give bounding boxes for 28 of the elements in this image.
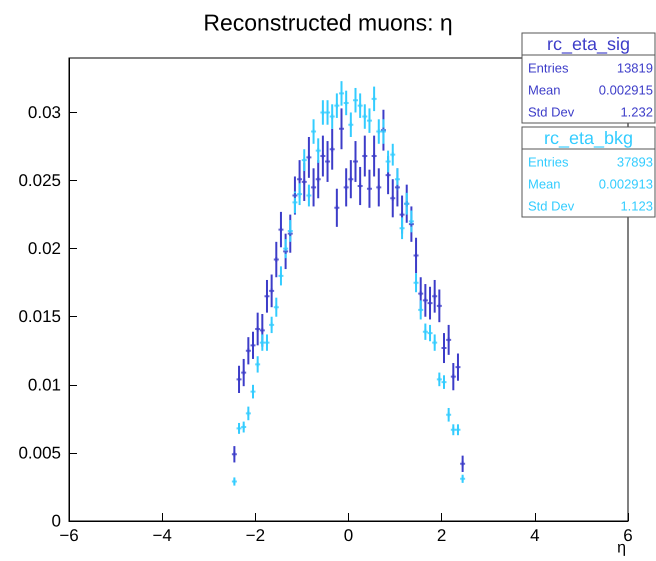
annotation: Mean: [528, 82, 561, 98]
annotation: 0.002915: [598, 82, 653, 98]
annotation: 13819: [616, 60, 653, 76]
annotation: 37893: [616, 154, 653, 170]
x-tick-label: 4: [530, 526, 540, 545]
y-tick-label: 0.005: [18, 443, 61, 462]
annotation: Entries: [528, 154, 569, 170]
annotation: 1.232: [620, 104, 653, 120]
x-tick-label: −2: [246, 526, 266, 545]
annotation: 1.123: [620, 198, 653, 214]
chart-title: Reconstructed muons: η: [203, 10, 453, 36]
y-tick-label: 0.03: [28, 102, 61, 122]
x-tick-label: −6: [59, 526, 79, 545]
annotation: 0.002913: [598, 176, 653, 192]
annotation: Entries: [528, 60, 569, 76]
y-tick-label: 0.025: [18, 171, 61, 190]
x-tick-label: 2: [436, 526, 446, 545]
annotation: Std Dev: [528, 104, 575, 120]
text: rc_eta_bkg: [544, 128, 634, 148]
text: rc_eta_sig: [546, 34, 630, 54]
x-tick-label: −4: [152, 526, 172, 545]
y-tick-label: 0.01: [28, 375, 61, 394]
y-tick-label: 0: [52, 512, 61, 530]
annotation: Mean: [528, 176, 561, 192]
y-tick-label: 0.02: [28, 239, 61, 258]
y-tick-label: 0.015: [18, 307, 61, 326]
x-tick-label: 0: [344, 526, 354, 545]
annotation: Std Dev: [528, 198, 575, 214]
